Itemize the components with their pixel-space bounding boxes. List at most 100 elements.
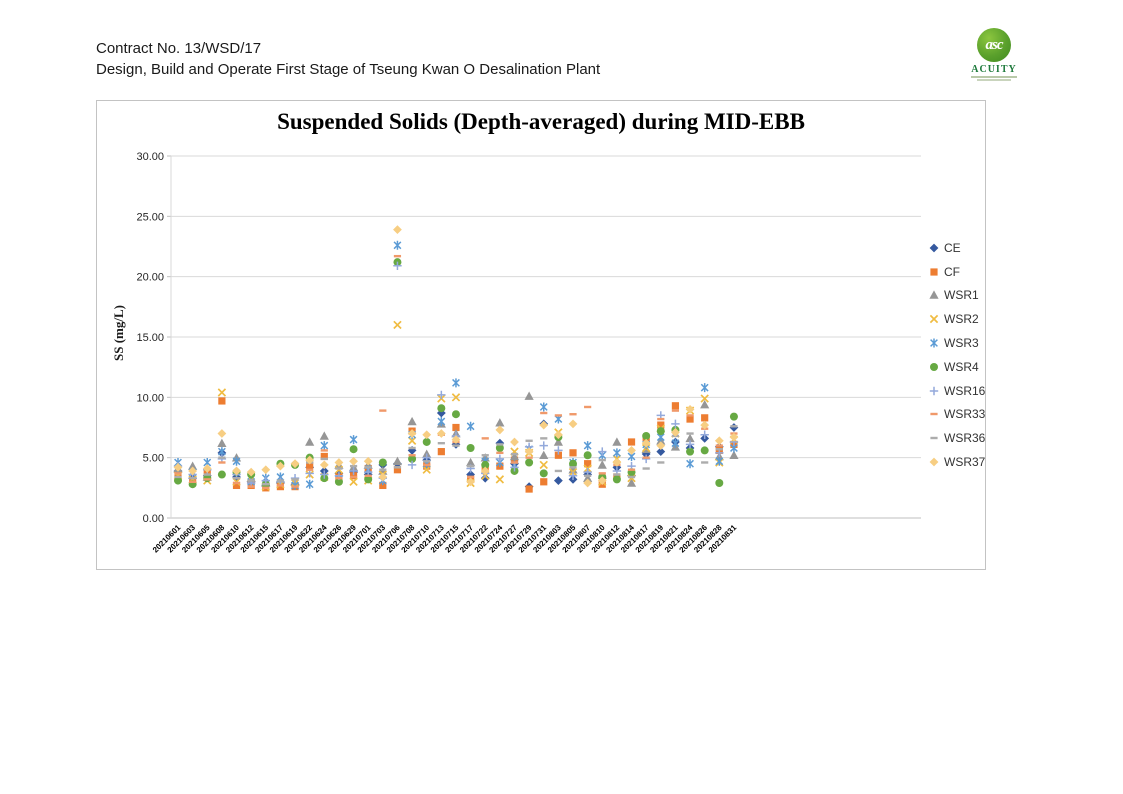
data-point-square bbox=[627, 438, 636, 446]
data-point-diamond bbox=[929, 457, 939, 467]
data-point-diamond bbox=[393, 225, 402, 235]
data-point-circle bbox=[408, 454, 417, 463]
data-point-triangle bbox=[305, 437, 315, 446]
data-point-diamond bbox=[597, 476, 607, 485]
data-point-triangle bbox=[553, 437, 563, 446]
legend-item-WSR36: WSR36 bbox=[927, 426, 985, 450]
data-point-triangle bbox=[597, 460, 607, 469]
data-point-triangle bbox=[729, 450, 739, 460]
data-point-x bbox=[700, 394, 709, 403]
data-point-square bbox=[554, 451, 562, 459]
data-point-triangle bbox=[466, 457, 476, 467]
data-point-diamond bbox=[656, 441, 666, 450]
data-point-diamond bbox=[641, 438, 651, 448]
legend-label: CE bbox=[944, 240, 961, 255]
data-point-plus bbox=[349, 466, 358, 476]
data-point-triangle bbox=[217, 438, 227, 447]
data-point-star bbox=[583, 441, 592, 451]
data-point-diamond bbox=[714, 436, 724, 446]
legend-marker-star-icon bbox=[930, 338, 938, 348]
data-point-diamond bbox=[407, 429, 417, 438]
data-point-square bbox=[930, 268, 938, 276]
legend-marker-triangle-icon bbox=[929, 290, 939, 300]
data-point-triangle bbox=[407, 416, 417, 426]
data-point-x bbox=[451, 393, 461, 402]
data-point-triangle bbox=[700, 399, 710, 409]
data-point-circle bbox=[495, 444, 504, 453]
data-point-diamond bbox=[363, 456, 373, 466]
data-point-circle bbox=[437, 404, 446, 413]
legend-item-WSR16: WSR16 bbox=[927, 379, 985, 403]
data-point-plus bbox=[598, 447, 607, 456]
y-tick-label: 0.00 bbox=[143, 513, 164, 525]
data-point-star bbox=[930, 338, 938, 348]
data-point-triangle bbox=[319, 431, 329, 440]
data-point-diamond bbox=[583, 478, 593, 488]
data-point-plus bbox=[685, 440, 695, 449]
logo-name: ACUITY bbox=[971, 64, 1017, 75]
data-point-circle bbox=[466, 444, 475, 453]
data-point-diamond bbox=[451, 435, 461, 444]
y-tick-label: 20.00 bbox=[136, 272, 164, 284]
data-point-plus bbox=[700, 430, 709, 439]
legend-label: WSR2 bbox=[944, 312, 979, 327]
data-point-diamond bbox=[656, 447, 666, 457]
data-point-x bbox=[422, 465, 431, 474]
y-tick-label: 15.00 bbox=[136, 332, 164, 344]
data-point-square bbox=[349, 472, 358, 480]
data-point-x bbox=[407, 436, 417, 445]
data-point-circle bbox=[656, 427, 665, 436]
data-point-triangle bbox=[188, 461, 198, 470]
data-point-triangle bbox=[612, 437, 622, 446]
data-point-diamond bbox=[700, 420, 710, 430]
data-point-circle bbox=[364, 475, 373, 484]
data-point-diamond bbox=[202, 464, 212, 473]
data-point-star bbox=[715, 456, 724, 466]
data-point-square bbox=[671, 402, 680, 410]
company-logo: asc ACUITY bbox=[966, 28, 1022, 81]
data-point-diamond bbox=[510, 437, 519, 447]
data-point-diamond bbox=[261, 465, 271, 475]
data-point-diamond bbox=[480, 473, 490, 483]
legend-label: WSR33 bbox=[944, 407, 986, 422]
data-point-diamond bbox=[553, 476, 563, 485]
legend-item-WSR37: WSR37 bbox=[927, 450, 985, 474]
data-point-circle bbox=[930, 362, 938, 371]
data-point-diamond bbox=[305, 455, 315, 465]
legend-label: WSR3 bbox=[944, 336, 979, 351]
data-point-x bbox=[393, 320, 402, 330]
data-point-square bbox=[379, 481, 387, 490]
data-point-square bbox=[320, 452, 328, 461]
legend-marker-circle-icon bbox=[930, 362, 938, 371]
data-point-diamond bbox=[480, 466, 490, 476]
data-point-plus bbox=[510, 463, 519, 472]
logo-tagline-line bbox=[977, 79, 1011, 81]
data-point-diamond bbox=[466, 477, 475, 487]
y-tick-label: 25.00 bbox=[136, 211, 164, 223]
y-tick-label: 10.00 bbox=[136, 392, 164, 404]
data-point-triangle bbox=[509, 451, 520, 461]
contract-number: Contract No. 13/WSD/17 bbox=[96, 40, 262, 57]
data-point-star bbox=[393, 240, 402, 250]
legend-marker-plus-icon bbox=[929, 386, 939, 395]
data-point-x bbox=[929, 315, 939, 324]
data-point-star bbox=[452, 378, 460, 388]
data-point-square bbox=[452, 423, 460, 432]
data-point-plus bbox=[554, 446, 563, 455]
data-point-star bbox=[671, 438, 680, 448]
legend-item-CE: CE bbox=[927, 236, 985, 260]
data-point-diamond bbox=[612, 458, 622, 467]
data-point-diamond bbox=[539, 420, 549, 430]
data-point-plus bbox=[671, 419, 680, 429]
data-point-diamond bbox=[524, 447, 534, 457]
legend-item-WSR4: WSR4 bbox=[927, 355, 985, 379]
legend-label: CF bbox=[944, 264, 960, 279]
data-point-square bbox=[686, 415, 694, 423]
data-point-square bbox=[232, 481, 241, 490]
plot-area: 0.005.0010.0015.0020.0025.0030.002021060… bbox=[136, 151, 921, 555]
legend-label: WSR37 bbox=[944, 455, 986, 470]
data-point-circle bbox=[334, 477, 343, 486]
data-point-star bbox=[232, 456, 241, 466]
data-point-plus bbox=[437, 390, 446, 400]
data-point-square bbox=[218, 397, 226, 405]
